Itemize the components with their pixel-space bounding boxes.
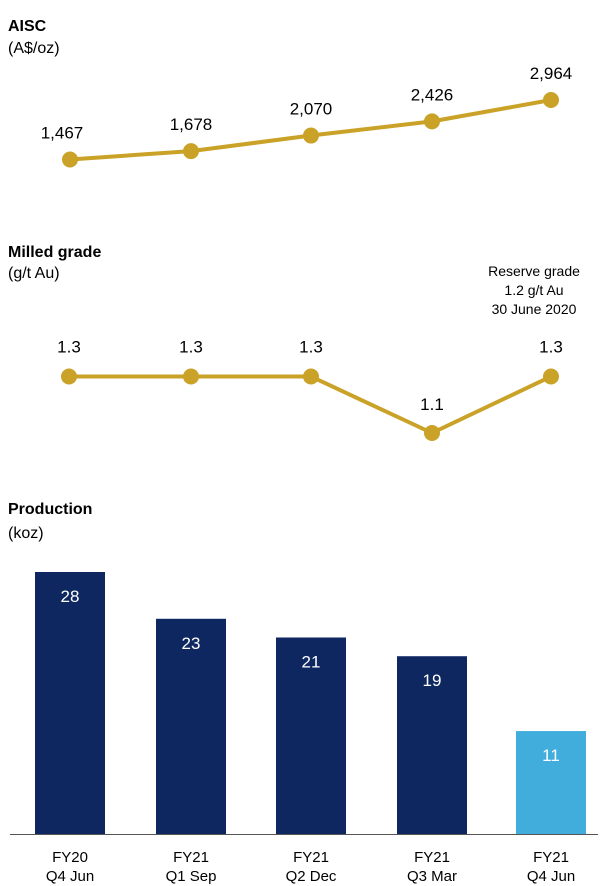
production-bar: [516, 731, 586, 834]
category-label-year: FY21: [173, 849, 209, 866]
aisc-title: AISC: [8, 18, 47, 35]
category-label-year: FY21: [533, 849, 569, 866]
aisc-value-label: 1,678: [170, 115, 213, 134]
grade-title: Milled grade: [8, 244, 102, 261]
production-bar-label: 21: [302, 653, 321, 672]
reserve-grade-note: 1.2 g/t Au: [504, 282, 563, 298]
aisc-point: [424, 113, 440, 130]
reserve-grade-note: Reserve grade: [488, 263, 580, 279]
aisc-point: [303, 127, 319, 144]
production-bar: [397, 656, 467, 834]
category-label-quarter: Q3 Mar: [407, 868, 457, 885]
grade-point: [183, 368, 199, 385]
category-label-quarter: Q4 Jun: [46, 868, 94, 885]
aisc-value-label: 1,467: [41, 124, 84, 143]
aisc-point: [62, 151, 78, 168]
aisc-point: [183, 143, 199, 160]
production-bar-label: 19: [423, 671, 442, 690]
category-label-year: FY21: [293, 849, 329, 866]
production-bar: [35, 572, 105, 834]
grade-point: [61, 368, 77, 385]
category-label-quarter: Q1 Sep: [166, 868, 217, 885]
grade-value-label: 1.1: [420, 395, 444, 414]
grade-value-label: 1.3: [57, 338, 81, 357]
aisc-value-label: 2,964: [530, 64, 573, 83]
grade-value-label: 1.3: [179, 338, 203, 357]
aisc-value-label: 2,426: [411, 85, 454, 104]
grade-unit: (g/t Au): [8, 265, 60, 282]
grade-value-label: 1.3: [299, 338, 323, 357]
production-bar: [156, 618, 226, 834]
category-label-quarter: Q4 Jun: [527, 868, 575, 885]
grade-point: [424, 425, 440, 441]
production-unit: (koz): [8, 525, 44, 542]
category-label-year: FY20: [52, 849, 88, 866]
production-bar-label: 23: [182, 634, 201, 653]
production-bar-label: 11: [542, 746, 560, 765]
production-title: Production: [8, 501, 93, 518]
production-bar: [276, 637, 346, 834]
category-label-year: FY21: [414, 849, 450, 866]
aisc-value-label: 2,070: [290, 100, 333, 119]
grade-value-label: 1.3: [539, 338, 563, 357]
grade-series-line: [69, 374, 552, 435]
aisc-point: [543, 92, 559, 108]
reserve-grade-note: 30 June 2020: [492, 301, 577, 317]
production-bar-label: 28: [61, 587, 80, 606]
grade-point: [303, 368, 319, 385]
grade-point: [543, 368, 559, 385]
aisc-unit: (A$/oz): [8, 40, 60, 57]
category-label-quarter: Q2 Dec: [286, 868, 337, 885]
